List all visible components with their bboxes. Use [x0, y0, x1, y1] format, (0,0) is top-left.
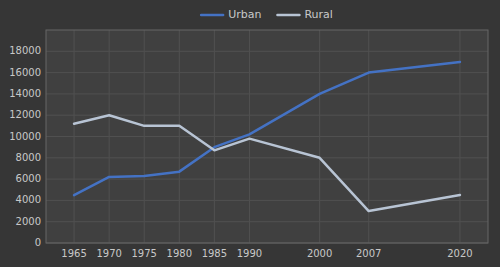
- series-line: [74, 115, 460, 211]
- legend-label: Rural: [304, 8, 332, 21]
- legend-label: Urban: [228, 8, 261, 21]
- legend-item: Urban: [201, 8, 261, 21]
- x-axis: 1965 1970 1975 1980 1985 1990 2000 2007 2020: [61, 248, 472, 259]
- chart: 0 2000 4000 6000 8000 10000 12000 14000 16000 180…: [0, 0, 500, 267]
- legend-swatch: [201, 14, 223, 17]
- legend-item: Rural: [277, 8, 332, 21]
- y-tick-label: 14000: [9, 88, 41, 99]
- x-tick-label: 1985: [202, 248, 227, 259]
- x-tick-label: 1965: [61, 248, 86, 259]
- series-line: [74, 62, 460, 195]
- y-tick-label: 4000: [16, 194, 41, 205]
- legend-swatch: [277, 14, 299, 17]
- y-grid-line: [46, 72, 488, 73]
- y-tick-label: 6000: [16, 173, 41, 184]
- x-tick-label: 2020: [447, 248, 472, 259]
- y-tick-label: 12000: [9, 109, 41, 120]
- plot-area: [46, 30, 488, 243]
- y-grid-line: [46, 157, 488, 158]
- x-tick-label: 1990: [237, 248, 262, 259]
- y-grid-line: [46, 221, 488, 222]
- x-grid-line: [214, 30, 215, 243]
- x-grid-line: [179, 30, 180, 243]
- y-tick-label: 16000: [9, 67, 41, 78]
- y-grid-line: [46, 179, 488, 180]
- x-tick-label: 1970: [96, 248, 121, 259]
- grid: [46, 30, 488, 243]
- x-grid-line: [144, 30, 145, 243]
- plot-frame: [46, 30, 488, 243]
- x-tick-label: 1975: [131, 248, 156, 259]
- y-tick-label: 8000: [16, 152, 41, 163]
- y-tick-label: 18000: [9, 45, 41, 56]
- y-grid-line: [46, 51, 488, 52]
- y-grid-line: [46, 136, 488, 137]
- x-tick-label: 1980: [167, 248, 192, 259]
- y-grid-line: [46, 93, 488, 94]
- x-grid-line: [109, 30, 110, 243]
- series-group: [74, 62, 460, 211]
- background: [0, 0, 500, 267]
- legend: Urban Rural: [201, 8, 333, 21]
- x-grid-line: [249, 30, 250, 243]
- y-axis: 0 2000 4000 6000 8000 10000 12000 14000 16000 180…: [9, 45, 41, 248]
- x-grid-line: [319, 30, 320, 243]
- x-tick-label: 2000: [307, 248, 332, 259]
- y-tick-label: 0: [35, 237, 41, 248]
- y-tick-label: 2000: [16, 216, 41, 227]
- y-tick-label: 10000: [9, 131, 41, 142]
- x-tick-label: 2007: [356, 248, 381, 259]
- x-grid-line: [74, 30, 75, 243]
